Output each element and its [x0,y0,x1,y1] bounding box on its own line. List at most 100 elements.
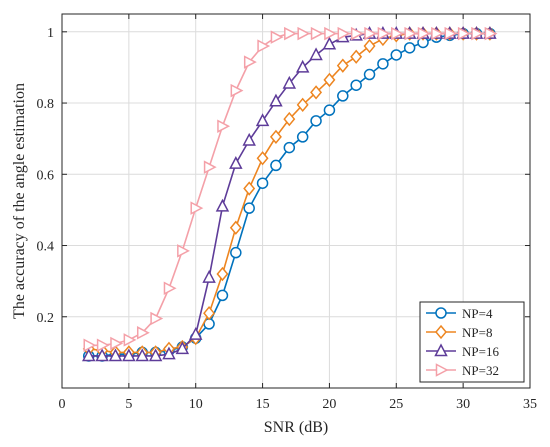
data-point [350,26,364,41]
data-point [390,49,403,61]
x-tick-label: 0 [59,397,66,412]
legend-item: NP=16 [426,343,499,359]
data-point [484,26,498,41]
data-point [243,202,255,214]
data-point [257,39,271,53]
data-point [83,338,97,352]
data-point [323,72,336,88]
data-point [110,336,124,351]
x-axis-title: SNR (dB) [264,419,328,436]
legend-marker [435,363,449,377]
series-layer [82,25,498,362]
data-point [108,348,123,362]
data-point [217,119,231,133]
data-point [243,181,256,196]
data-point [363,68,376,81]
data-point [123,333,137,347]
x-tick-label: 15 [256,397,270,412]
data-point [309,47,323,61]
data-point [230,83,244,98]
series-4 [83,26,498,352]
data-point [310,115,322,127]
legend-marker [435,307,447,319]
data-point [270,30,284,44]
legend-label: NP=32 [462,363,499,378]
data-point [82,348,96,362]
data-point [215,198,230,212]
data-point [444,26,458,41]
x-tick-label: 30 [456,397,470,412]
data-point [148,348,163,362]
y-tick-label: 0.8 [37,97,55,112]
data-point [284,26,297,41]
data-point [350,49,363,64]
y-axis-title: The accuracy of the angle estimation [11,83,28,319]
data-point [404,26,418,41]
data-point [324,26,338,41]
data-point [256,151,269,166]
data-point [135,348,149,362]
data-point [296,97,309,113]
legend-marker [435,324,447,340]
data-point [229,220,242,235]
data-point [269,129,282,145]
data-point [96,338,110,352]
legend-item: NP=32 [426,363,499,378]
data-point [377,58,389,70]
data-point [163,281,177,296]
data-point [391,26,404,41]
data-point [295,59,310,73]
data-point [269,93,283,107]
data-point [297,26,311,41]
data-point [122,348,136,362]
x-tick-label: 10 [189,397,203,412]
data-point [364,26,378,41]
data-point [216,289,229,302]
data-point [283,111,296,127]
y-tick-label: 0.2 [37,311,55,326]
plot-frame [61,13,531,389]
data-point [243,55,257,69]
data-point [162,346,176,360]
data-point [363,38,376,54]
data-point [229,155,243,169]
legend: NP=4 NP=8 NP=16 NP=32 [419,301,525,383]
legend-label: NP=4 [462,306,493,321]
x-tick-label: 25 [389,397,403,412]
data-point [403,42,416,54]
data-point [188,326,203,340]
data-point [177,244,190,258]
data-point [336,58,349,73]
data-point [136,326,150,340]
data-point [431,26,445,41]
x-tick-label: 5 [125,397,132,412]
data-point [190,201,204,215]
data-point [323,104,336,116]
legend-label: NP=16 [462,344,499,359]
legend-item: NP=4 [426,306,493,321]
data-point [337,26,351,41]
legend-marker [434,343,448,357]
x-tick-label: 35 [523,397,537,412]
x-tick-label: 20 [322,397,336,412]
axis-ticks: 0 5 10 15 20 25 30 35 0.2 0.4 0.6 0.8 1 [37,14,537,412]
data-point [471,26,485,41]
data-point [310,26,324,41]
data-point [150,311,164,326]
data-point [337,90,349,102]
data-point [175,341,190,355]
y-tick-label: 0.6 [37,168,55,183]
data-point [310,85,323,100]
data-point [282,75,297,89]
data-point [255,113,270,127]
data-point [322,36,337,50]
data-point [270,159,282,172]
data-point [377,26,391,41]
data-point [242,132,256,146]
data-point [203,306,216,321]
data-point [417,26,431,41]
data-point [296,131,309,143]
legend-item: NP=8 [426,324,492,340]
data-point [283,141,296,154]
